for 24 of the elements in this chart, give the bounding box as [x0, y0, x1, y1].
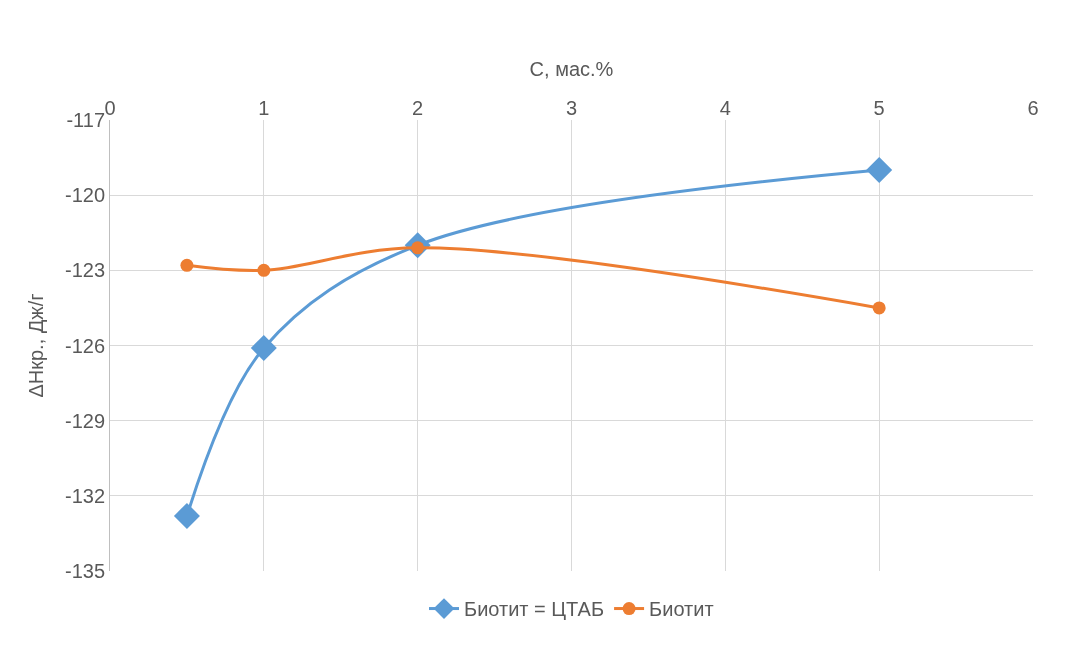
point — [866, 157, 893, 184]
y-tick-label: -135 — [64, 560, 105, 582]
x-tick-label: 5 — [873, 97, 885, 119]
x-tick-label: 6 — [1027, 97, 1039, 119]
y-tick-label: -120 — [64, 184, 105, 207]
x-axis-title: C, мас.% — [529, 57, 614, 80]
x-tick-label: 3 — [565, 97, 578, 119]
legend-label: Биотит = ЦТАБ — [464, 598, 605, 621]
point — [180, 258, 194, 272]
y-axis-title: ΔHкр., Дж/г — [25, 293, 48, 398]
legend-label: Биотит — [649, 598, 714, 621]
y-tick-label: -117 — [66, 109, 105, 131]
point — [257, 263, 271, 277]
y-tick-label: -132 — [64, 484, 105, 507]
x-tick-label: 1 — [258, 97, 270, 119]
y-tick-label: -123 — [64, 259, 105, 282]
y-tick-label: -126 — [64, 334, 105, 357]
x-tick-label: 4 — [719, 97, 731, 119]
point — [872, 301, 886, 315]
x-tick-label: 2 — [412, 97, 424, 119]
point — [173, 502, 200, 529]
x-tick-label: 0 — [104, 97, 116, 119]
y-tick-label: -129 — [64, 409, 105, 432]
point — [250, 335, 277, 362]
